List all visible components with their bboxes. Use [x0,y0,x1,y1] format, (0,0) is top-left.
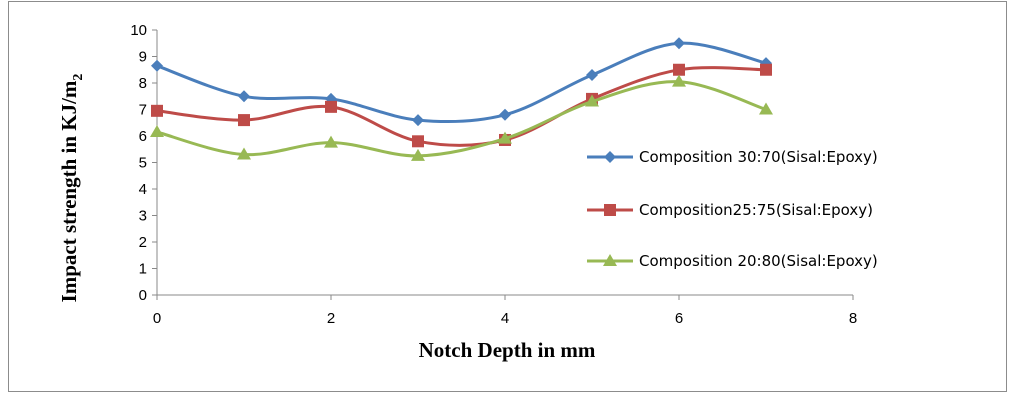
y-tick-label: 0 [139,287,147,304]
legend: Composition 30:70(Sisal:Epoxy) Compositio… [587,148,878,270]
legend-label: Composition 30:70(Sisal:Epoxy) [639,148,878,166]
legend-entry-3: Composition 20:80(Sisal:Epoxy) [587,252,878,270]
series-line [156,80,767,158]
data-point [672,74,686,87]
series-3 [150,74,773,161]
legend-entry-1: Composition 30:70(Sisal:Epoxy) [587,148,878,166]
y-tick-label: 4 [139,181,147,198]
y-tick-label: 9 [139,49,147,66]
legend-label: Composition 20:80(Sisal:Epoxy) [639,252,878,270]
series-layer [150,37,773,161]
y-tick-label: 2 [139,234,147,251]
data-point [237,147,251,160]
chart-frame [8,1,1007,392]
x-tick-label: 4 [501,310,509,327]
x-tick-label: 8 [849,310,857,327]
data-point [498,131,512,144]
series-line [156,41,767,124]
data-point [499,108,511,121]
x-axis-title: Notch Depth in mm [419,338,596,362]
data-point [412,135,424,148]
y-tick-label: 1 [139,261,147,278]
series-line [156,66,767,147]
data-point [411,148,425,161]
y-axis-title-main: Impact strength in KJ/m [57,80,81,302]
data-point [324,135,338,148]
x-tick-label: 0 [153,310,161,327]
y-tick-label: 7 [139,102,147,119]
y-tick-label: 8 [139,75,147,92]
data-point [585,94,599,107]
y-tick-label: 3 [139,208,147,225]
data-point [760,63,772,76]
y-ticks: 0 1 2 3 4 5 6 7 8 9 10 [130,22,157,304]
data-point [412,114,424,127]
data-point [759,102,773,115]
data-point [151,104,163,117]
legend-marker [604,151,616,163]
data-point [238,90,250,103]
x-tick-label: 2 [327,310,335,327]
data-point [238,114,250,127]
data-point [150,125,164,138]
series-1 [151,37,772,127]
y-tick-label: 10 [130,22,147,39]
legend-label: Composition25:75(Sisal:Epoxy) [639,201,873,219]
data-point [325,100,337,113]
data-point [586,69,598,82]
y-axis-title-subscript: 2 [71,74,86,81]
y-tick-label: 6 [139,128,147,145]
data-point [673,37,685,50]
data-point [673,63,685,76]
legend-marker [603,254,617,266]
legend-marker [604,204,616,216]
x-ticks: 0 2 4 6 8 [153,295,857,327]
x-tick-label: 6 [675,310,683,327]
legend-entry-2: Composition25:75(Sisal:Epoxy) [587,201,873,219]
y-axis-title: Impact strength in KJ/m2 [57,74,86,303]
y-tick-label: 5 [139,155,147,172]
data-point [151,59,163,72]
